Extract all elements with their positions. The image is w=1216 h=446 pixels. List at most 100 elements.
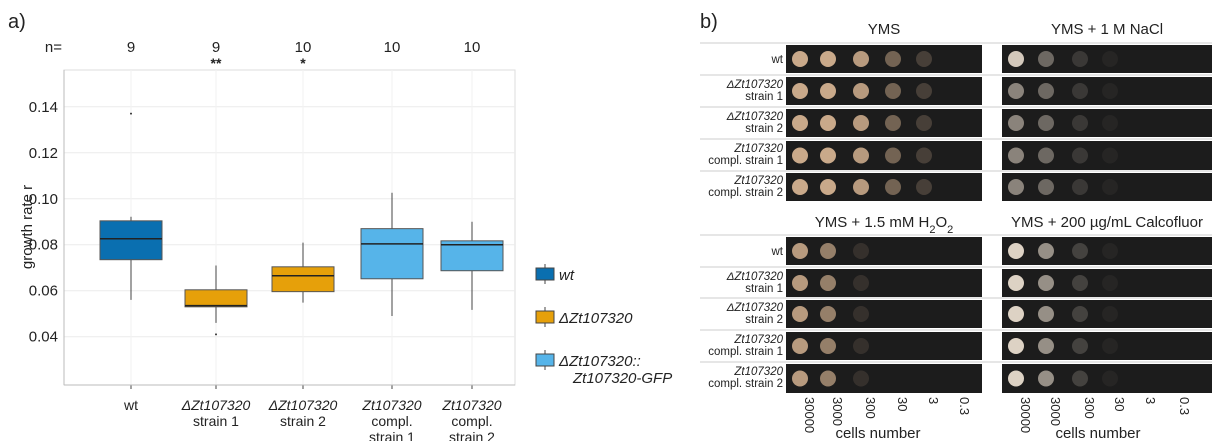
plate-strip <box>786 269 982 297</box>
title-part: YMS + 1.5 mM H <box>815 214 930 231</box>
dilution-label: 3000 <box>1048 397 1063 426</box>
x-tick-label: compl. <box>371 413 412 429</box>
spot <box>1038 306 1054 322</box>
title-part: 2 <box>929 224 935 236</box>
spot <box>1072 338 1088 354</box>
plate-strip <box>786 173 982 201</box>
plate-title: YMS + 1.5 mM H2O2 <box>815 214 954 236</box>
spot <box>853 51 869 67</box>
n-value: 9 <box>212 39 220 56</box>
row-label: Zt107320 <box>733 175 783 187</box>
title-part: YMS + 200 µg/mL Calcofluor <box>1011 214 1203 231</box>
dilution-label: 300 <box>1082 397 1097 419</box>
spot <box>792 243 808 259</box>
spot <box>1008 243 1024 259</box>
plate-strip <box>1002 141 1212 170</box>
n-label: n= <box>45 39 62 56</box>
row-label: ΔZt107320 <box>726 302 784 314</box>
x-tick-label: wt <box>123 397 138 413</box>
plate-strip <box>1002 45 1212 73</box>
spot <box>820 83 836 99</box>
spot <box>1072 147 1088 164</box>
spot <box>853 370 869 387</box>
spot <box>853 243 869 259</box>
spot <box>820 306 836 322</box>
dilution-label: 30 <box>895 397 910 411</box>
spot <box>916 83 932 99</box>
row-label: strain 1 <box>745 283 783 295</box>
plate-strip <box>1002 300 1212 328</box>
row-label: ΔZt107320 <box>726 79 784 91</box>
spot <box>916 115 932 131</box>
title-part: 2 <box>947 224 953 236</box>
x-tick-label: Zt107320 <box>441 397 501 413</box>
spot <box>1102 115 1118 131</box>
legend-label: ΔZt107320 <box>558 310 633 327</box>
spot <box>1102 243 1118 259</box>
row-label: strain 2 <box>745 314 783 326</box>
panel-label: a) <box>8 11 26 33</box>
x-tick-label: strain 1 <box>369 429 415 441</box>
row-label: Zt107320 <box>733 334 783 346</box>
spot <box>853 306 869 322</box>
legend-key <box>535 267 555 281</box>
spot <box>1102 147 1118 164</box>
dilution-label: 3000 <box>830 397 845 426</box>
row-label: compl. strain 2 <box>708 378 783 390</box>
plate-strip <box>786 364 982 393</box>
row-label: Zt107320 <box>733 366 783 378</box>
spot <box>792 179 808 195</box>
row-label: compl. strain 2 <box>708 187 783 199</box>
spot <box>820 370 836 387</box>
panel-label: b) <box>700 11 718 33</box>
title-part: O <box>935 214 947 231</box>
dilution-label: 30 <box>1112 397 1127 411</box>
spot <box>853 338 869 354</box>
spot <box>1008 338 1024 354</box>
spot <box>792 275 808 291</box>
x-axis-label: cells number <box>835 425 920 441</box>
plate-strip <box>786 332 982 360</box>
x-tick-label: ΔZt107320 <box>268 397 338 413</box>
spot <box>885 51 901 67</box>
spot <box>1008 147 1024 164</box>
spot <box>916 51 932 67</box>
spot <box>820 115 836 131</box>
box <box>360 228 424 280</box>
spot <box>792 83 808 99</box>
spot <box>853 147 869 164</box>
n-value: 10 <box>464 39 481 56</box>
legend-key <box>535 310 555 324</box>
spot <box>1102 51 1118 67</box>
dilution-label: 0.3 <box>1177 397 1192 415</box>
plate-strip <box>1002 77 1212 105</box>
spot <box>820 243 836 259</box>
plate-strip <box>786 109 982 137</box>
outlier <box>215 333 217 336</box>
spot <box>853 115 869 131</box>
y-tick-label: 0.06 <box>29 283 58 300</box>
spot <box>1072 306 1088 322</box>
plate-strip <box>1002 237 1212 265</box>
row-label: Zt107320 <box>733 143 783 155</box>
legend-label: Zt107320-GFP <box>572 370 672 387</box>
spot <box>820 51 836 67</box>
x-tick-label: strain 2 <box>280 413 326 429</box>
dilution-label: 30000 <box>1018 397 1033 433</box>
spot <box>1038 338 1054 354</box>
spot <box>820 275 836 291</box>
box <box>99 220 163 261</box>
spot <box>1038 83 1054 99</box>
row-label: compl. strain 1 <box>708 346 783 358</box>
spot <box>1008 370 1024 387</box>
spot <box>820 179 836 195</box>
y-tick-label: 0.14 <box>29 99 58 116</box>
spot <box>1008 306 1024 322</box>
spot <box>792 370 808 387</box>
row-label: wt <box>771 246 784 258</box>
n-value: 10 <box>384 39 401 56</box>
y-tick-label: 0.12 <box>29 145 58 162</box>
legend-label: ΔZt107320:: <box>558 353 641 370</box>
dilution-label: 0.3 <box>957 397 972 415</box>
